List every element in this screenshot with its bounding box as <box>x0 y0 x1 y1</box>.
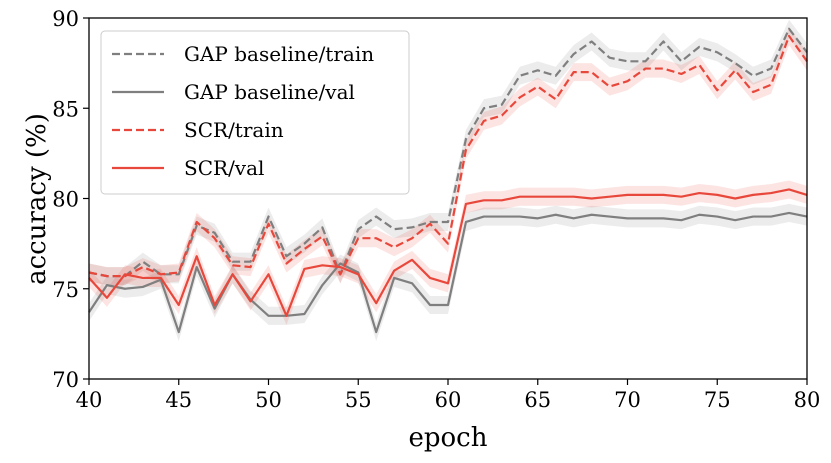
legend-label-gap-baseline-train: GAP baseline/train <box>184 42 374 66</box>
y-axis-ticks: 70 75 80 85 90 <box>52 7 89 392</box>
x-axis-title: epoch <box>409 423 488 453</box>
y-tick-label: 80 <box>52 188 79 212</box>
y-tick-label: 75 <box>52 278 79 302</box>
x-tick-label: 40 <box>76 388 103 412</box>
series-lines <box>88 27 808 334</box>
x-axis-ticks: 40 45 50 55 60 65 70 75 80 <box>76 379 821 412</box>
legend-items: GAP baseline/train GAP baseline/val SCR/tr… <box>112 42 374 180</box>
legend-label-scr-val: SCR/val <box>184 156 264 180</box>
y-tick-label: 85 <box>52 97 79 121</box>
x-tick-label: 50 <box>255 388 282 412</box>
legend-box <box>100 30 410 195</box>
y-tick-label: 70 <box>52 368 79 392</box>
x-tick-label: 65 <box>524 388 551 412</box>
band-gap-baseline-val <box>89 203 807 342</box>
x-tick-label: 75 <box>704 388 731 412</box>
x-tick-label: 55 <box>345 388 372 412</box>
line-gap-baseline-train <box>88 27 808 278</box>
line-scr-val <box>88 188 808 317</box>
x-tick-label: 45 <box>165 388 192 412</box>
band-scr-train <box>89 27 807 286</box>
y-axis-title: accuracy (%) <box>22 113 52 285</box>
y-tick-label: 90 <box>52 7 79 31</box>
line-gap-baseline-val <box>88 211 808 334</box>
x-tick-label: 60 <box>435 388 462 412</box>
line-scr-train <box>88 34 808 278</box>
legend-label-scr-train: SCR/train <box>184 118 284 142</box>
x-tick-label: 70 <box>614 388 641 412</box>
legend: GAP baseline/train GAP baseline/val SCR/tr… <box>100 30 410 195</box>
x-tick-label: 80 <box>794 388 821 412</box>
band-scr-val <box>89 180 807 325</box>
legend-label-gap-baseline-val: GAP baseline/val <box>184 80 355 104</box>
